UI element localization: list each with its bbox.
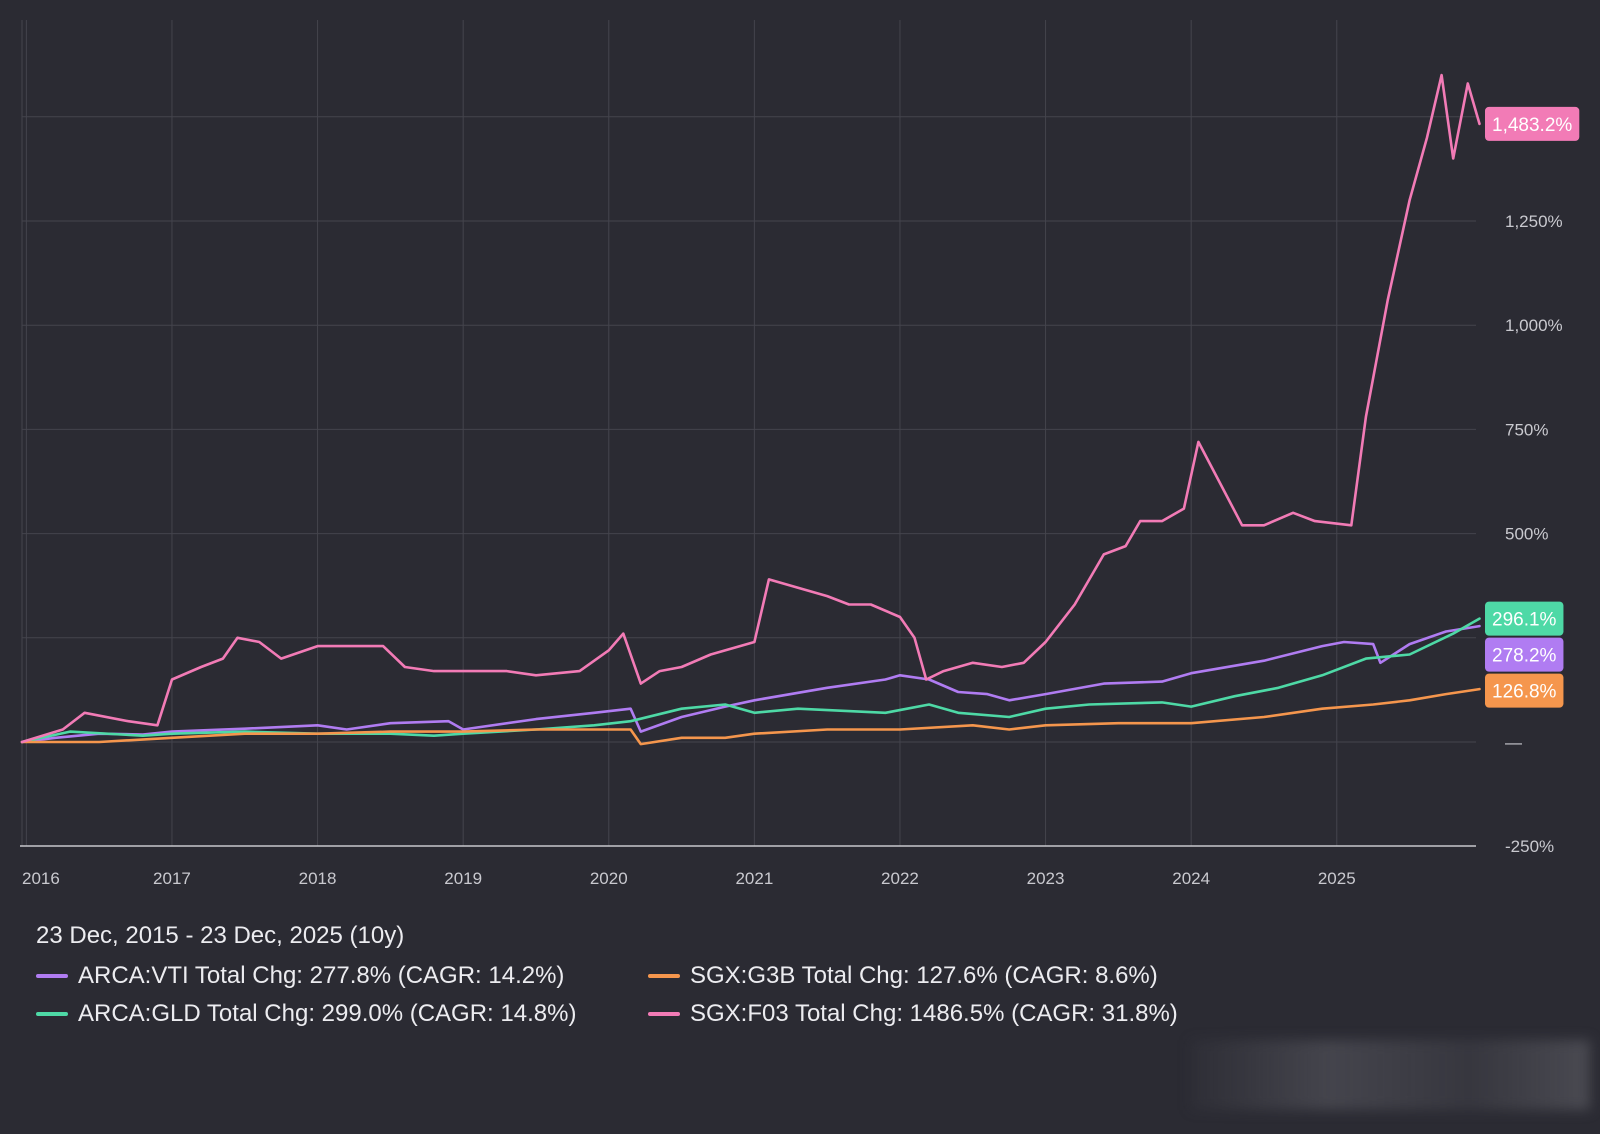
y-tick-label: — xyxy=(1505,733,1522,752)
end-badge-label: 296.1% xyxy=(1492,610,1557,631)
series-line-sgx-f03 xyxy=(20,73,1481,744)
legend-label: SGX:G3B Total Chg: 127.6% (CAGR: 8.6%) xyxy=(690,962,1158,989)
x-tick-label: 2023 xyxy=(1027,869,1065,888)
legend-item-gld[interactable]: ARCA:GLD Total Chg: 299.0% (CAGR: 14.8%) xyxy=(36,1000,648,1028)
y-tick-label: 500% xyxy=(1505,525,1548,544)
x-tick-label: 2020 xyxy=(590,869,628,888)
y-axis-ticks: -250% — 500% 750% 1,000% 1,250% xyxy=(1505,212,1563,856)
x-tick-label: 2017 xyxy=(153,869,191,888)
end-badge: 278.2% xyxy=(1485,637,1564,672)
x-tick-label: 2024 xyxy=(1172,869,1210,888)
x-tick-label: 2016 xyxy=(22,869,60,888)
legend-swatch xyxy=(36,974,68,978)
line-chart: 2016 2017 2018 2019 2020 2021 2022 2023 2024 2025… xyxy=(20,20,1580,888)
end-badge: 1,483.2% xyxy=(1485,106,1580,141)
series-line-sgx-g3b xyxy=(20,687,1481,746)
end-badge-bg xyxy=(1485,601,1564,636)
x-tick-label: 2025 xyxy=(1318,869,1356,888)
x-axis-ticks: 2016 2017 2018 2019 2020 2021 2022 2023 2024 2025 xyxy=(22,869,1356,888)
legend-label: ARCA:VTI Total Chg: 277.8% (CAGR: 14.2%) xyxy=(78,962,565,989)
series-line-arca-vti xyxy=(20,624,1481,744)
end-badge-label: 278.2% xyxy=(1492,646,1557,667)
x-tick-label: 2018 xyxy=(299,869,337,888)
series-lines xyxy=(20,73,1481,746)
end-value-badges: 278.2% 296.1% 126.8% 1,483.2% xyxy=(1485,106,1580,708)
legend-grid: ARCA:VTI Total Chg: 277.8% (CAGR: 14.2%)… xyxy=(36,962,1336,1028)
y-tick-label: 750% xyxy=(1505,420,1548,439)
end-badge-bg xyxy=(1485,106,1580,141)
legend-item-f03[interactable]: SGX:F03 Total Chg: 1486.5% (CAGR: 31.8%) xyxy=(648,1000,1288,1028)
legend-swatch xyxy=(648,1012,680,1016)
y-tick-label: 1,250% xyxy=(1505,212,1563,231)
end-badge-bg xyxy=(1485,637,1564,672)
legend-label: SGX:F03 Total Chg: 1486.5% (CAGR: 31.8%) xyxy=(690,1000,1178,1027)
legend-item-g3b[interactable]: SGX:G3B Total Chg: 127.6% (CAGR: 8.6%) xyxy=(648,962,1288,990)
legend-swatch xyxy=(648,974,680,978)
end-badge: 296.1% xyxy=(1485,601,1564,636)
x-tick-label: 2021 xyxy=(735,869,773,888)
y-tick-label: -250% xyxy=(1505,837,1554,856)
blurred-watermark xyxy=(1190,1040,1590,1110)
grid-lines xyxy=(20,20,1476,847)
end-badge-label: 126.8% xyxy=(1492,682,1557,703)
legend-swatch xyxy=(36,1012,68,1016)
legend: 23 Dec, 2015 - 23 Dec, 2025 (10y) ARCA:V… xyxy=(36,922,1336,1028)
legend-item-vti[interactable]: ARCA:VTI Total Chg: 277.8% (CAGR: 14.2%) xyxy=(36,962,648,990)
x-tick-label: 2019 xyxy=(444,869,482,888)
legend-label: ARCA:GLD Total Chg: 299.0% (CAGR: 14.8%) xyxy=(78,1000,577,1027)
end-badge-bg xyxy=(1485,673,1564,708)
x-tick-label: 2022 xyxy=(881,869,919,888)
end-badge-label: 1,483.2% xyxy=(1492,115,1572,136)
end-badge: 126.8% xyxy=(1485,673,1564,708)
y-tick-label: 1,000% xyxy=(1505,316,1563,335)
date-range: 23 Dec, 2015 - 23 Dec, 2025 (10y) xyxy=(36,922,405,949)
